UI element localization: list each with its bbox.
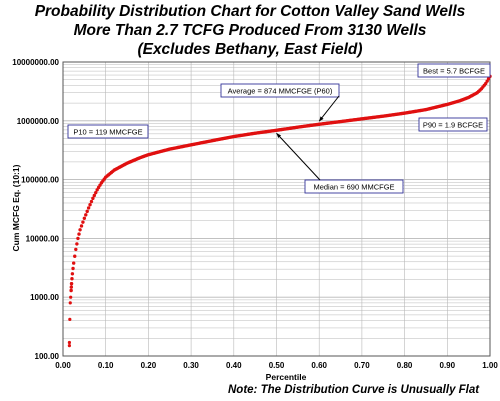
x-tick-labels: 0.00 0.10 0.20 0.30 0.40 0.50 0.60 0.70 0.80 0.90… bbox=[55, 361, 498, 370]
data-point bbox=[68, 301, 72, 305]
annotation-arrow bbox=[276, 132, 321, 181]
y-tick-labels: 100.00 1000.00 10000.00 100000.00 1000000.00… bbox=[12, 58, 59, 361]
data-point bbox=[77, 232, 81, 236]
x-tick-label: 0.30 bbox=[183, 361, 199, 370]
title-line-2: More Than 2.7 TCFG Produced From 3130 We… bbox=[73, 22, 427, 39]
grid-lines bbox=[62, 61, 491, 357]
x-tick-label: 0.80 bbox=[397, 361, 413, 370]
data-point bbox=[85, 209, 89, 214]
y-tick-label: 1000.00 bbox=[30, 293, 59, 302]
footnote: Note: The Distribution Curve is Unusuall… bbox=[228, 384, 480, 396]
y-axis-label: Cum MCFG Eq. (10:1) bbox=[11, 164, 21, 251]
chart-title: Probability Distribution Chart for Cotto… bbox=[0, 2, 500, 59]
x-tick-label: 0.20 bbox=[141, 361, 157, 370]
x-tick-label: 0.60 bbox=[311, 361, 327, 370]
y-tick-label: 10000.00 bbox=[26, 234, 60, 243]
data-point bbox=[71, 261, 76, 265]
data-point bbox=[81, 220, 85, 224]
x-tick-label: 0.00 bbox=[55, 361, 71, 370]
data-point bbox=[76, 236, 80, 241]
title-line-3: (Excludes Bethany, East Field) bbox=[137, 41, 363, 58]
data-point bbox=[73, 254, 77, 258]
annotations: Best = 5.7 BCFGE Average = 874 MMCFGE (P6… bbox=[67, 63, 491, 194]
data-point bbox=[71, 266, 75, 271]
annotation-box bbox=[304, 179, 404, 194]
x-tick-label: 0.50 bbox=[269, 361, 285, 370]
data-point bbox=[89, 199, 94, 204]
data-point bbox=[79, 224, 84, 228]
annotation-arrowhead bbox=[276, 133, 282, 138]
annotation-label: Median = 690 MMCFGE bbox=[313, 183, 394, 192]
data-point bbox=[92, 193, 97, 198]
title-line-1: Probability Distribution Chart for Cotto… bbox=[34, 3, 466, 20]
y-tick-label: 100.00 bbox=[35, 352, 60, 361]
annotation-box bbox=[67, 124, 149, 139]
y-tick-label: 100000.00 bbox=[21, 176, 59, 185]
data-point bbox=[69, 285, 74, 289]
data-point bbox=[78, 228, 82, 232]
data-point bbox=[75, 242, 79, 246]
x-axis-label: Percentile bbox=[266, 372, 307, 382]
data-series bbox=[67, 74, 492, 348]
annotation-label: Best = 5.7 BCFGE bbox=[423, 67, 485, 76]
plot-frame bbox=[62, 61, 491, 357]
data-point bbox=[67, 340, 72, 345]
data-point bbox=[67, 344, 72, 348]
data-point bbox=[88, 203, 92, 207]
data-point bbox=[82, 216, 87, 220]
data-point bbox=[94, 190, 98, 195]
annotation-label: P90 = 1.9 BCFGE bbox=[423, 121, 483, 130]
data-point bbox=[70, 277, 74, 281]
x-tick-label: 0.70 bbox=[354, 361, 370, 370]
data-point bbox=[91, 196, 95, 201]
data-point bbox=[74, 247, 78, 252]
annotation-label: Average = 874 MMCFGE (P60) bbox=[228, 87, 333, 96]
annotation-box bbox=[417, 63, 491, 78]
annotation-arrow bbox=[318, 95, 340, 122]
data-point bbox=[68, 317, 72, 321]
data-point bbox=[69, 281, 74, 286]
x-tick-label: 0.40 bbox=[226, 361, 242, 370]
axes bbox=[62, 61, 491, 357]
y-tick-label: 1000000.00 bbox=[17, 117, 60, 126]
data-point bbox=[70, 272, 75, 276]
data-point bbox=[86, 206, 91, 210]
x-tick-label: 1.00 bbox=[482, 361, 498, 370]
x-tick-label: 0.90 bbox=[440, 361, 456, 370]
data-point bbox=[69, 288, 73, 293]
annotation-box bbox=[220, 83, 340, 98]
y-tick-label: 10000000.00 bbox=[12, 58, 59, 67]
annotation-arrowhead bbox=[319, 116, 324, 122]
data-point bbox=[84, 213, 88, 217]
annotation-label: P10 = 119 MMCFGE bbox=[73, 128, 142, 137]
annotation-box bbox=[418, 117, 488, 132]
x-tick-label: 0.10 bbox=[98, 361, 114, 370]
data-point bbox=[69, 295, 73, 299]
